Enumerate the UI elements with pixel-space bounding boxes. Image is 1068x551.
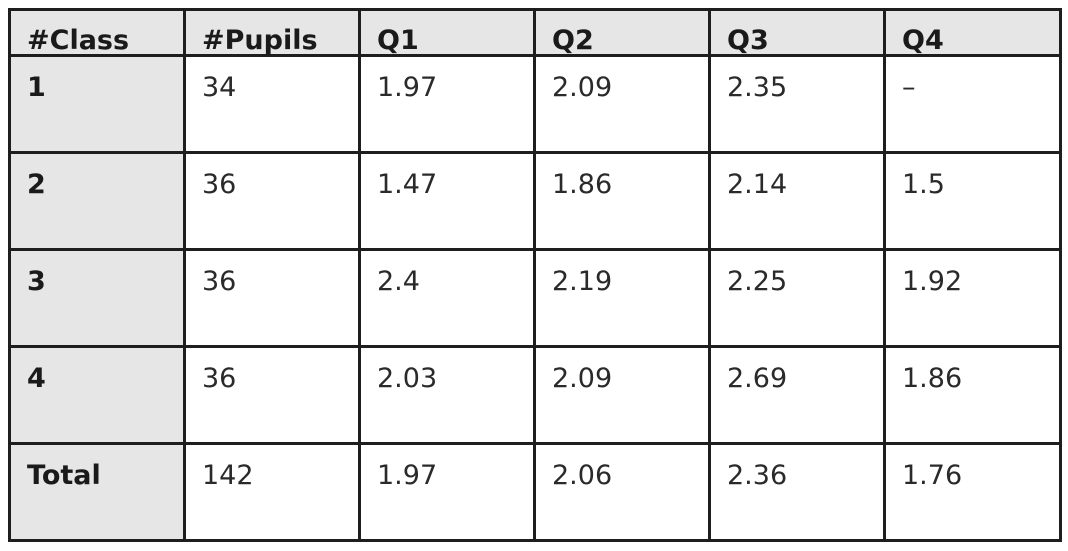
- row-label: 2: [8, 151, 186, 251]
- table-cell: 142: [183, 442, 361, 542]
- data-table-container: #Class #Pupils Q1 Q2 Q3 Q4 1 34 1.97 2.0…: [8, 8, 1062, 542]
- table-cell: –: [883, 54, 1062, 154]
- table-cell: 1.92: [883, 248, 1062, 348]
- table-cell: 1.5: [883, 151, 1062, 251]
- table-cell: 2.4: [358, 248, 536, 348]
- table-cell: 1.97: [358, 442, 536, 542]
- header-q3: Q3: [708, 8, 886, 57]
- table-cell: 2.03: [358, 345, 536, 445]
- row-label: 3: [8, 248, 186, 348]
- header-q4: Q4: [883, 8, 1062, 57]
- header-pupils: #Pupils: [183, 8, 361, 57]
- table-cell: 1.86: [533, 151, 711, 251]
- row-label: 4: [8, 345, 186, 445]
- table-cell: 2.35: [708, 54, 886, 154]
- table-row: 4 36 2.03 2.09 2.69 1.86: [8, 345, 1062, 445]
- table-cell: 2.09: [533, 345, 711, 445]
- table-cell: 2.06: [533, 442, 711, 542]
- table-cell: 2.19: [533, 248, 711, 348]
- table-row: 1 34 1.97 2.09 2.35 –: [8, 54, 1062, 154]
- table-cell: 2.25: [708, 248, 886, 348]
- table-cell: 2.69: [708, 345, 886, 445]
- table-cell: 1.86: [883, 345, 1062, 445]
- table-cell: 36: [183, 151, 361, 251]
- table-cell: 34: [183, 54, 361, 154]
- table-cell: 36: [183, 248, 361, 348]
- table-row: 2 36 1.47 1.86 2.14 1.5: [8, 151, 1062, 251]
- table-cell: 2.09: [533, 54, 711, 154]
- table-cell: 2.14: [708, 151, 886, 251]
- results-table: #Class #Pupils Q1 Q2 Q3 Q4 1 34 1.97 2.0…: [8, 8, 1062, 542]
- table-row: 3 36 2.4 2.19 2.25 1.92: [8, 248, 1062, 348]
- table-cell: 36: [183, 345, 361, 445]
- header-class: #Class: [8, 8, 186, 57]
- row-label: 1: [8, 54, 186, 154]
- table-row-total: Total 142 1.97 2.06 2.36 1.76: [8, 442, 1062, 542]
- row-label-total: Total: [8, 442, 186, 542]
- header-q2: Q2: [533, 8, 711, 57]
- table-cell: 1.47: [358, 151, 536, 251]
- header-q1: Q1: [358, 8, 536, 57]
- table-cell: 1.76: [883, 442, 1062, 542]
- table-header-row: #Class #Pupils Q1 Q2 Q3 Q4: [8, 8, 1062, 57]
- table-cell: 2.36: [708, 442, 886, 542]
- table-cell: 1.97: [358, 54, 536, 154]
